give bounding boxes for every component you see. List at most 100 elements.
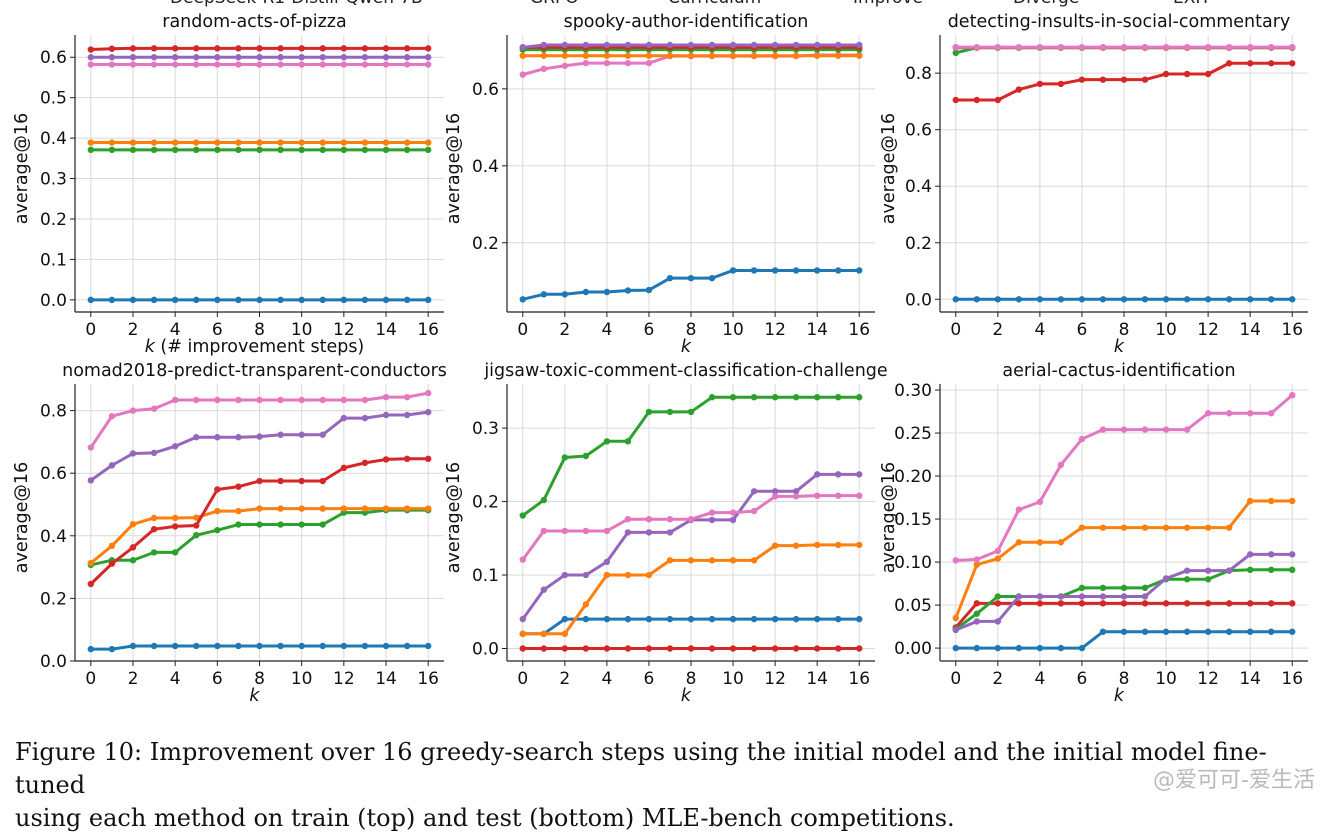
data-point-purple	[235, 54, 242, 61]
y-tick-label: 0.5	[40, 89, 67, 109]
data-point-blue	[108, 645, 116, 653]
data-point-purple	[403, 54, 411, 61]
data-point-purple	[856, 471, 863, 478]
x-tick-label: 10	[722, 669, 744, 689]
data-point-orange	[952, 614, 959, 622]
data-point-red	[813, 645, 821, 652]
data-point-orange	[193, 139, 200, 146]
data-point-red	[319, 45, 326, 52]
data-point-purple	[340, 54, 348, 61]
x-axis-label: k	[1114, 337, 1125, 357]
data-point-purple	[382, 54, 390, 61]
data-point-purple	[952, 626, 959, 634]
data-point-orange	[519, 630, 526, 638]
data-point-green	[108, 146, 116, 154]
data-point-green	[1120, 584, 1128, 592]
data-point-purple	[256, 433, 263, 440]
data-point-pink	[1183, 43, 1191, 51]
data-point-blue	[256, 296, 263, 304]
data-point-orange	[771, 52, 779, 59]
data-point-blue	[582, 288, 590, 296]
data-point-green	[214, 526, 221, 534]
data-point-pink	[1268, 43, 1275, 51]
x-tick-label: 14	[375, 669, 397, 689]
data-point-blue	[750, 615, 758, 623]
x-tick-label: 14	[806, 320, 828, 340]
data-point-purple	[561, 571, 569, 579]
data-point-pink	[540, 527, 547, 535]
data-point-orange	[298, 505, 305, 512]
data-point-purple	[129, 450, 137, 457]
data-point-green	[235, 521, 242, 528]
data-point-purple	[603, 558, 611, 566]
data-point-blue	[1099, 628, 1107, 635]
data-point-orange	[340, 505, 348, 512]
data-point-red	[382, 45, 390, 52]
data-point-pink	[319, 396, 326, 404]
data-point-green	[298, 521, 305, 528]
data-point-purple	[171, 443, 179, 450]
data-point-green	[1246, 566, 1254, 574]
data-point-green	[193, 146, 200, 154]
data-point-red	[382, 456, 390, 463]
data-point-red	[361, 459, 369, 467]
caption-line-1: Figure 10: Improvement over 16 greedy-se…	[15, 738, 1267, 799]
y-tick-label: 0.1	[472, 566, 499, 586]
chart-panel-3: 0 2 4 6 8 10 12 14 16 0.0 0.2 0.4 0.6 0.8 detecting-in…	[879, 12, 1308, 357]
data-point-blue	[150, 642, 158, 650]
data-point-orange	[319, 505, 326, 512]
data-point-orange	[813, 541, 821, 549]
data-point-red	[973, 96, 980, 104]
x-tick-label: 4	[170, 320, 181, 340]
data-point-blue	[340, 642, 348, 650]
data-point-green	[561, 454, 569, 461]
data-point-red	[1162, 600, 1170, 607]
data-point-blue	[1268, 296, 1275, 303]
data-point-green	[256, 521, 263, 528]
data-point-green	[298, 146, 305, 154]
data-point-orange	[540, 52, 547, 59]
data-point-orange	[403, 505, 411, 512]
data-point-green	[540, 496, 547, 504]
data-point-purple	[171, 54, 179, 61]
data-point-purple	[424, 54, 432, 61]
x-tick-label: 2	[128, 669, 139, 689]
data-point-blue	[1057, 644, 1065, 652]
data-point-purple	[708, 41, 716, 49]
data-point-purple	[193, 434, 200, 441]
data-point-purple	[729, 516, 737, 524]
data-point-red	[108, 45, 116, 52]
x-tick-label: 2	[559, 669, 570, 689]
data-point-pink	[340, 396, 348, 404]
legend-clipped: DeepSeek-R1-Distill-Qwen-7B GRPO Curricu…	[0, 0, 1329, 8]
data-point-red	[214, 45, 221, 52]
data-point-purple	[361, 54, 369, 61]
data-point-pink	[708, 509, 716, 516]
data-point-green	[256, 146, 263, 154]
data-point-purple	[235, 434, 242, 441]
y-tick-label: 0.6	[40, 48, 67, 68]
data-point-red	[1120, 600, 1128, 607]
data-point-blue	[792, 267, 800, 274]
x-tick-label: 4	[170, 669, 181, 689]
data-point-pink	[1162, 43, 1170, 51]
x-tick-label: 4	[601, 320, 612, 340]
data-point-pink	[1099, 43, 1107, 51]
x-tick-label: 10	[1155, 320, 1177, 340]
data-point-pink	[193, 396, 200, 404]
x-tick-label: 0	[517, 669, 528, 689]
data-point-blue	[582, 615, 590, 623]
data-point-purple	[624, 529, 632, 536]
data-point-blue	[277, 296, 284, 304]
data-point-orange	[319, 139, 326, 146]
data-point-red	[540, 645, 547, 652]
data-point-orange	[973, 561, 980, 568]
data-point-green	[1268, 566, 1275, 574]
data-point-orange	[171, 139, 179, 146]
x-tick-label: 12	[1197, 669, 1219, 689]
data-point-orange	[792, 542, 800, 549]
data-point-blue	[645, 615, 653, 623]
data-point-purple	[277, 54, 284, 61]
x-tick-label: 12	[333, 669, 355, 689]
legend-entry: GRPO	[530, 0, 579, 8]
